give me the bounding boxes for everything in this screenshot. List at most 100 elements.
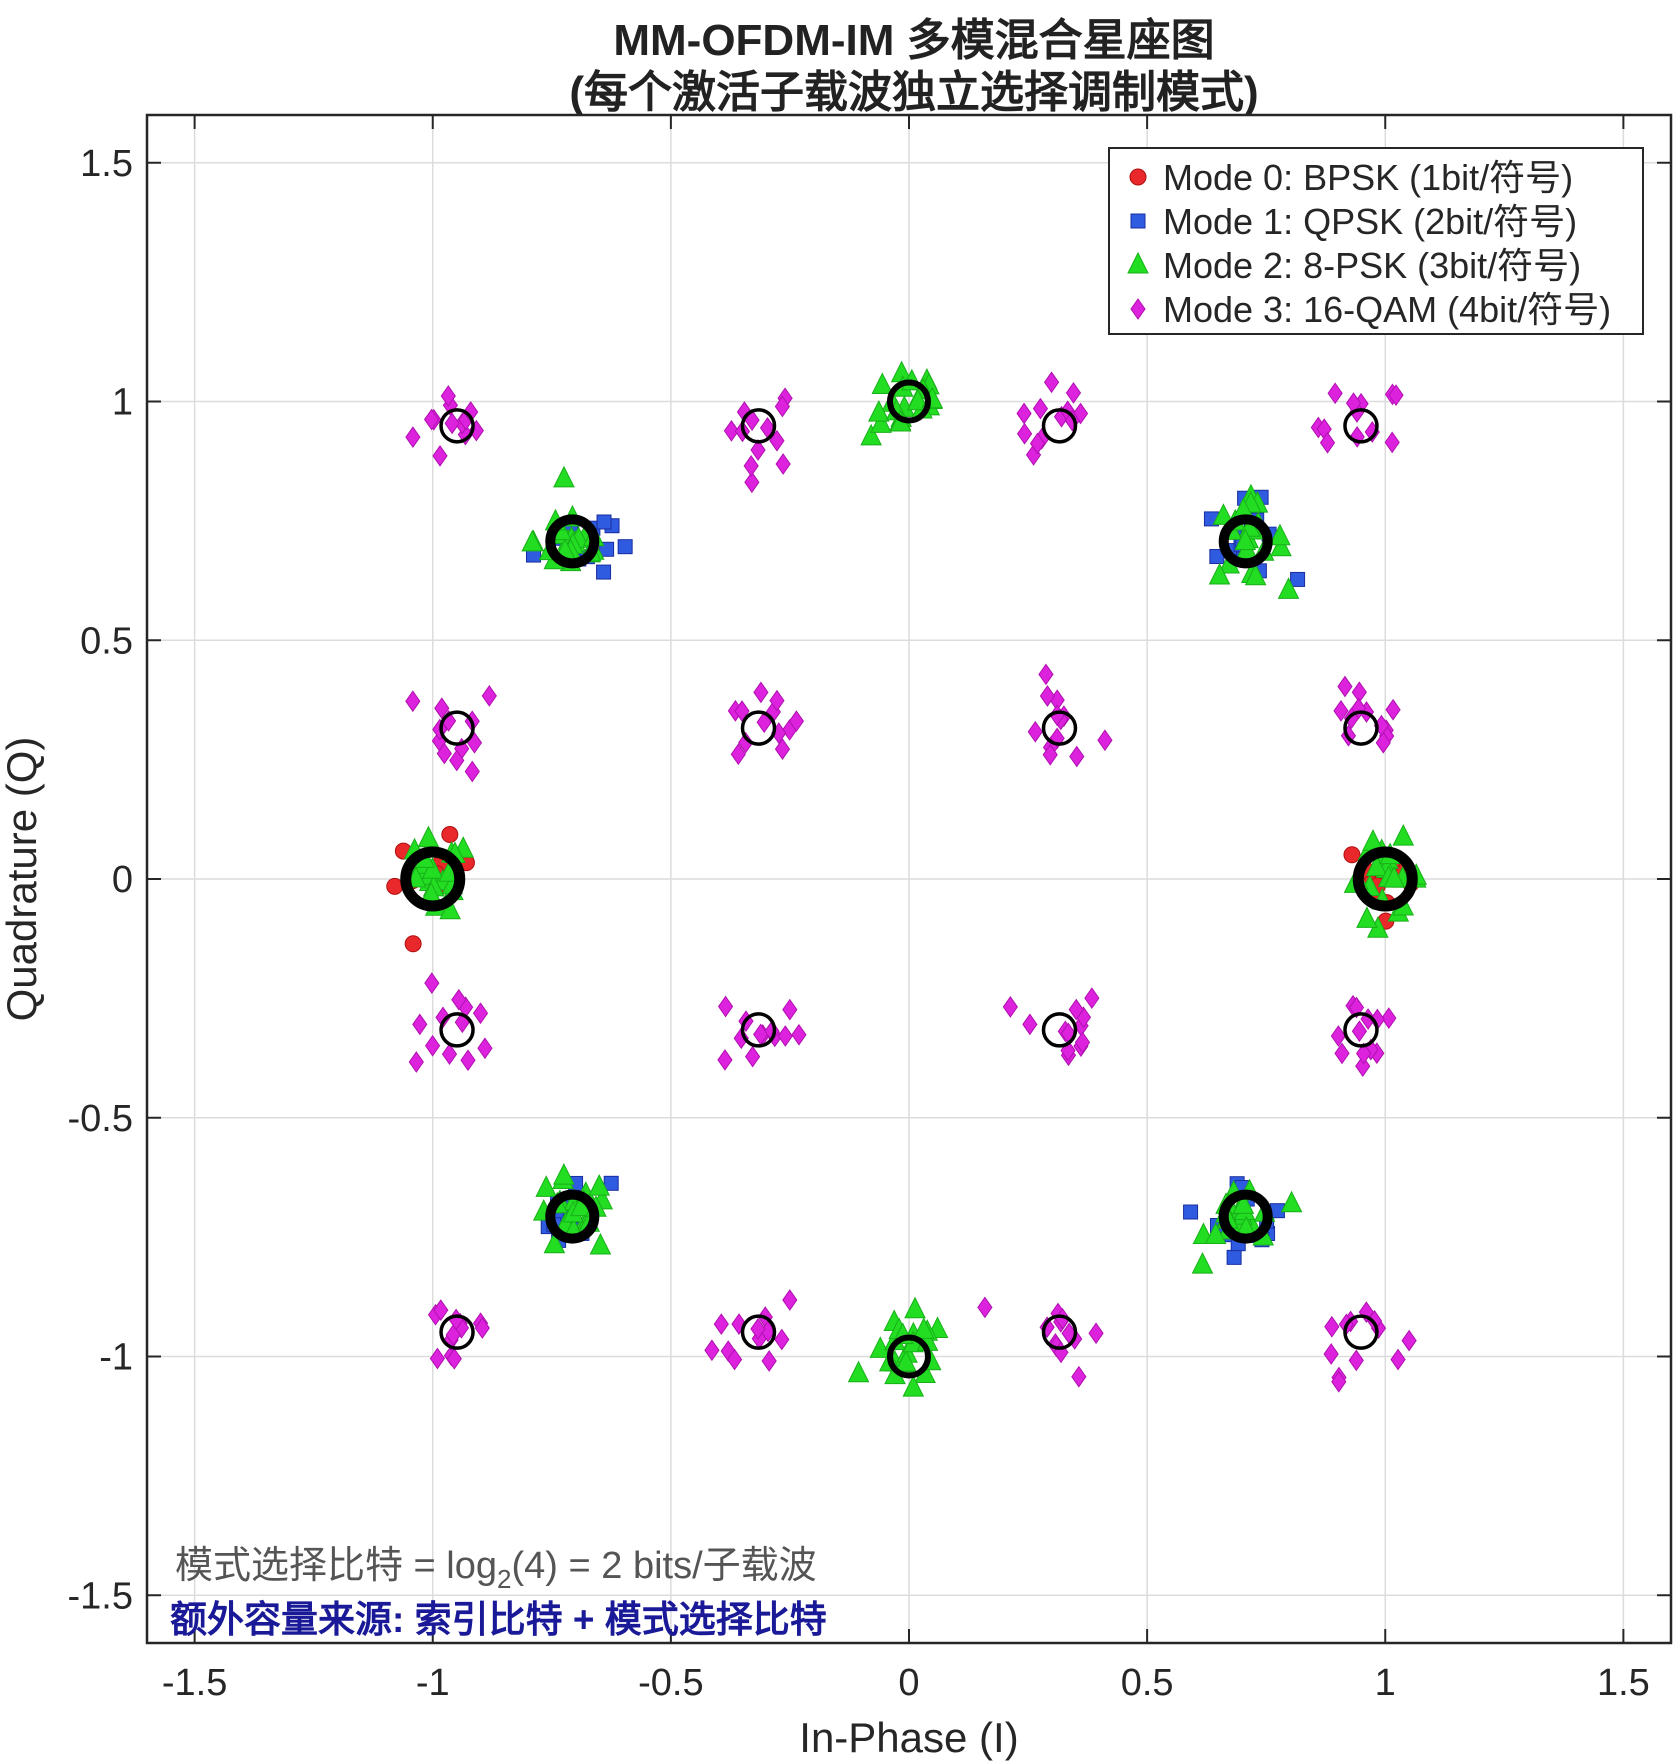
reference-point-circle bbox=[1041, 408, 1078, 444]
reference-point-circle bbox=[740, 1012, 777, 1048]
data-point-diamond bbox=[1088, 1322, 1104, 1345]
data-point-diamond bbox=[1356, 1042, 1372, 1065]
data-point-square bbox=[603, 1175, 619, 1191]
x-axis-label: In-Phase (I) bbox=[799, 1714, 1018, 1761]
legend-entry: Mode 3: 16-QAM (4bit/符号) bbox=[1163, 289, 1611, 330]
data-point-triangle bbox=[1204, 1222, 1227, 1245]
data-point-diamond bbox=[472, 1002, 489, 1025]
data-point-diamond bbox=[774, 1328, 790, 1351]
x-tick-label: 1.5 bbox=[1597, 1662, 1650, 1704]
reference-point-circle bbox=[1343, 1314, 1379, 1350]
annotation-text: 模式选择比特 = log bbox=[175, 1545, 497, 1587]
data-point-diamond bbox=[761, 1350, 777, 1372]
data-point-triangle bbox=[869, 1336, 892, 1358]
x-tick-label: -1.5 bbox=[162, 1662, 227, 1704]
data-point-square bbox=[596, 564, 612, 580]
reference-point-circle bbox=[740, 1314, 777, 1350]
data-point-diamond bbox=[424, 1034, 441, 1057]
data-point-triangle bbox=[902, 1375, 925, 1397]
legend-marker-square bbox=[1130, 213, 1146, 229]
data-point-diamond bbox=[451, 988, 467, 1011]
data-point-diamond bbox=[750, 439, 766, 461]
data-point-triangle bbox=[1280, 1190, 1303, 1213]
data-point-diamond bbox=[429, 1347, 446, 1370]
data-point-circle bbox=[1343, 846, 1361, 864]
y-tick-label: 1 bbox=[112, 382, 133, 424]
data-point-triangle bbox=[847, 1360, 870, 1383]
data-point-diamond bbox=[446, 1347, 462, 1370]
legend-entry: Mode 1: QPSK (2bit/符号) bbox=[1163, 201, 1577, 242]
data-point-diamond bbox=[1071, 1365, 1087, 1388]
data-point-diamond bbox=[463, 401, 479, 423]
data-point-diamond bbox=[1043, 371, 1060, 394]
reference-point-circle bbox=[1343, 408, 1379, 444]
reference-point-circle bbox=[887, 1334, 931, 1379]
data-point-diamond bbox=[769, 429, 785, 452]
reference-point-circle bbox=[1218, 514, 1273, 569]
data-point-diamond bbox=[1348, 1349, 1364, 1372]
data-point-triangle bbox=[421, 857, 444, 879]
data-point-diamond bbox=[1029, 432, 1046, 455]
data-point-diamond bbox=[750, 1317, 766, 1340]
data-point-diamond bbox=[1330, 1025, 1346, 1047]
data-point-diamond bbox=[717, 1049, 733, 1071]
x-tick-label: -0.5 bbox=[638, 1662, 703, 1704]
data-point-diamond bbox=[782, 1289, 798, 1311]
y-tick-label: -1.5 bbox=[68, 1575, 133, 1617]
data-point-diamond bbox=[1355, 1055, 1371, 1078]
data-point-triangle bbox=[870, 411, 892, 433]
data-point-triangle bbox=[1191, 1252, 1214, 1274]
data-point-triangle bbox=[1356, 906, 1378, 928]
legend-marker-triangle bbox=[1127, 251, 1149, 274]
data-point-diamond bbox=[1027, 720, 1043, 743]
data-point-diamond bbox=[1381, 1007, 1397, 1029]
annotation-subscript: 2 bbox=[497, 1564, 511, 1594]
x-tick-label: -1 bbox=[416, 1662, 450, 1704]
data-point-triangle bbox=[868, 399, 890, 422]
reference-point-circle bbox=[1041, 1314, 1078, 1350]
data-point-diamond bbox=[1324, 1315, 1340, 1338]
legend-entry: Mode 0: BPSK (1bit/符号) bbox=[1163, 157, 1573, 198]
data-point-diamond bbox=[1385, 698, 1401, 721]
reference-point-circle bbox=[439, 408, 475, 444]
data-point-triangle bbox=[1208, 562, 1231, 585]
data-point-triangle bbox=[521, 529, 544, 552]
data-point-diamond bbox=[1016, 422, 1033, 445]
data-point-triangle bbox=[1232, 1192, 1255, 1214]
data-point-triangle bbox=[535, 1175, 558, 1197]
reference-point-circle bbox=[1218, 1189, 1273, 1244]
reference-point-circle bbox=[439, 710, 475, 746]
data-point-triangle bbox=[906, 388, 929, 411]
data-point-diamond bbox=[753, 681, 769, 704]
data-point-diamond bbox=[1022, 1013, 1038, 1036]
data-point-diamond bbox=[733, 1027, 749, 1050]
data-point-diamond bbox=[1375, 731, 1391, 754]
data-point-circle bbox=[404, 935, 422, 953]
reference-point-circle bbox=[740, 710, 777, 746]
data-point-triangle bbox=[553, 1162, 575, 1185]
y-tick-label: 1.5 bbox=[80, 143, 133, 185]
data-point-diamond bbox=[464, 760, 480, 783]
data-point-triangle bbox=[543, 1231, 566, 1254]
reference-point-circle bbox=[1343, 1012, 1379, 1048]
data-point-diamond bbox=[444, 412, 460, 435]
data-point-diamond bbox=[1084, 987, 1100, 1009]
data-point-diamond bbox=[1337, 675, 1353, 698]
data-point-diamond bbox=[460, 1049, 476, 1072]
data-point-diamond bbox=[713, 1313, 729, 1336]
x-tick-label: 0 bbox=[898, 1662, 919, 1704]
y-axis-label: Quadrature (Q) bbox=[0, 737, 45, 1022]
y-tick-label: 0 bbox=[112, 859, 133, 901]
annotation-capacity: 额外容量来源: 索引比特 + 模式选择比特 bbox=[170, 1599, 827, 1640]
data-point-triangle bbox=[1269, 523, 1291, 546]
annotation-mode-bits: 模式选择比特 = log2(4) = 2 bits/子载波 bbox=[175, 1545, 817, 1594]
legend-box bbox=[1108, 147, 1644, 335]
reference-point-circle bbox=[400, 846, 466, 912]
data-point-diamond bbox=[1042, 743, 1058, 766]
legend-marker-diamond bbox=[1130, 298, 1146, 320]
data-point-diamond bbox=[441, 1043, 458, 1066]
y-tick-label: -0.5 bbox=[68, 1098, 133, 1140]
data-point-diamond bbox=[756, 711, 772, 734]
reference-point-circle bbox=[1041, 1012, 1078, 1048]
data-point-square bbox=[1290, 571, 1306, 587]
